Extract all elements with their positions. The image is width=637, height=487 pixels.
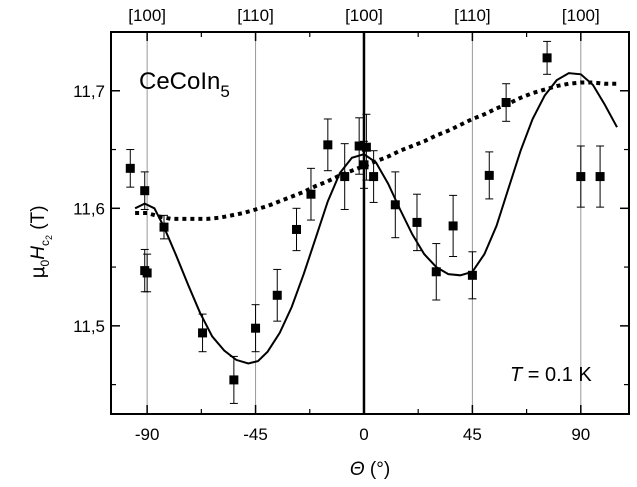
tick-labels: -90 -45 0 45 90 [100] [110] [100] [110] [100] 11,5… [73, 6, 600, 444]
data-marker [576, 172, 586, 182]
data-marker [484, 170, 494, 180]
top-tick-label: [110] [237, 6, 274, 25]
data-point [361, 113, 371, 181]
x-tick-label: -90 [135, 425, 160, 444]
x-tick-label: 45 [463, 425, 482, 444]
data-point [484, 151, 494, 200]
data-marker [467, 270, 477, 280]
data-point [542, 40, 552, 75]
y-axis-title: μ0Hc2 (T) [27, 205, 54, 278]
solid-fit-curve [134, 72, 618, 365]
axis-ticks [111, 31, 629, 414]
data-marker [340, 172, 350, 182]
data-marker [354, 141, 364, 151]
data-point [595, 145, 605, 208]
data-marker [198, 328, 208, 338]
data-marker [361, 142, 371, 152]
data-point [390, 171, 400, 239]
data-marker [542, 53, 552, 63]
data-point [431, 243, 441, 301]
data-marker [140, 186, 150, 196]
temperature-annotation: T = 0.1 K [510, 364, 592, 386]
data-point [229, 355, 239, 404]
data-point [159, 214, 169, 240]
top-tick-label: [110] [454, 6, 491, 25]
compound-annotation: CeCoIn5 [139, 68, 230, 101]
y-tick-label: 11,6 [73, 199, 105, 218]
data-point [292, 207, 302, 252]
data-point [251, 304, 261, 353]
data-point [369, 150, 379, 203]
data-marker [323, 140, 333, 150]
y-tick-label: 11,5 [73, 317, 105, 336]
top-tick-label: [100] [345, 6, 383, 25]
data-point [576, 145, 586, 208]
top-tick-label: [100] [128, 6, 166, 25]
data-marker [501, 98, 511, 108]
plot-frame [110, 31, 630, 415]
data-point [125, 149, 135, 188]
data-marker [595, 172, 605, 182]
y-tick-label: 11,7 [73, 82, 105, 101]
data-point [412, 193, 422, 252]
series [125, 40, 618, 404]
x-axis-title: Θ (°) [350, 459, 390, 480]
data-point [140, 171, 150, 210]
data-marker [142, 268, 152, 278]
data-point [501, 83, 511, 122]
data-marker [125, 163, 135, 173]
top-tick-label: [100] [562, 6, 600, 25]
data-marker [359, 160, 369, 170]
data-point [448, 194, 458, 257]
data-point [354, 117, 364, 175]
data-point [306, 167, 316, 221]
data-marker [229, 375, 239, 385]
data-point [272, 268, 282, 322]
data-marker [412, 217, 422, 227]
dotted-fit-curve [135, 80, 617, 221]
data-point [142, 253, 152, 293]
data-marker [292, 224, 302, 234]
data-marker [390, 200, 400, 210]
data-point [198, 313, 208, 353]
x-tick-label: -45 [243, 425, 268, 444]
data-point [467, 251, 477, 300]
x-tick-label: 0 [359, 425, 368, 444]
data-marker [369, 172, 379, 182]
data-marker [306, 189, 316, 199]
data-marker [448, 221, 458, 231]
data-marker [272, 290, 282, 300]
data-marker [251, 323, 261, 333]
data-marker [431, 267, 441, 277]
data-point [323, 118, 333, 172]
x-tick-label: 90 [571, 425, 590, 444]
data-marker [159, 222, 169, 232]
data-point [340, 143, 350, 210]
